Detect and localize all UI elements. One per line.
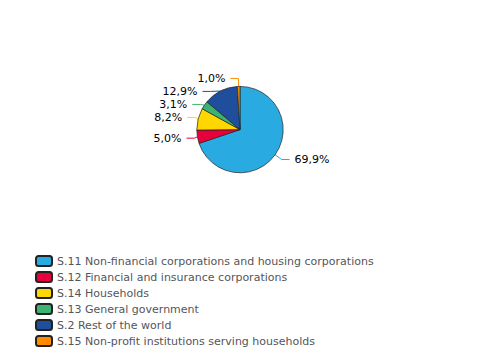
svg-text:S.2 Rest of the world: S.2 Rest of the world — [57, 319, 171, 332]
svg-text:S.11 Non-financial corporation: S.11 Non-financial corporations and hous… — [57, 255, 374, 268]
svg-text:S.14 Households: S.14 Households — [57, 287, 149, 300]
svg-text:12,9%: 12,9% — [163, 85, 198, 98]
svg-text:S.15 Non-profit institutions s: S.15 Non-profit institutions serving hou… — [57, 335, 315, 348]
svg-text:3,1%: 3,1% — [159, 98, 187, 111]
svg-text:S.12 Financial and insurance c: S.12 Financial and insurance corporation… — [57, 271, 287, 284]
svg-text:69,9%: 69,9% — [295, 153, 330, 166]
svg-text:8,2%: 8,2% — [154, 111, 182, 124]
svg-text:5,0%: 5,0% — [154, 132, 182, 145]
svg-text:S.13 General government: S.13 General government — [57, 303, 200, 316]
svg-text:1,0%: 1,0% — [197, 72, 225, 85]
